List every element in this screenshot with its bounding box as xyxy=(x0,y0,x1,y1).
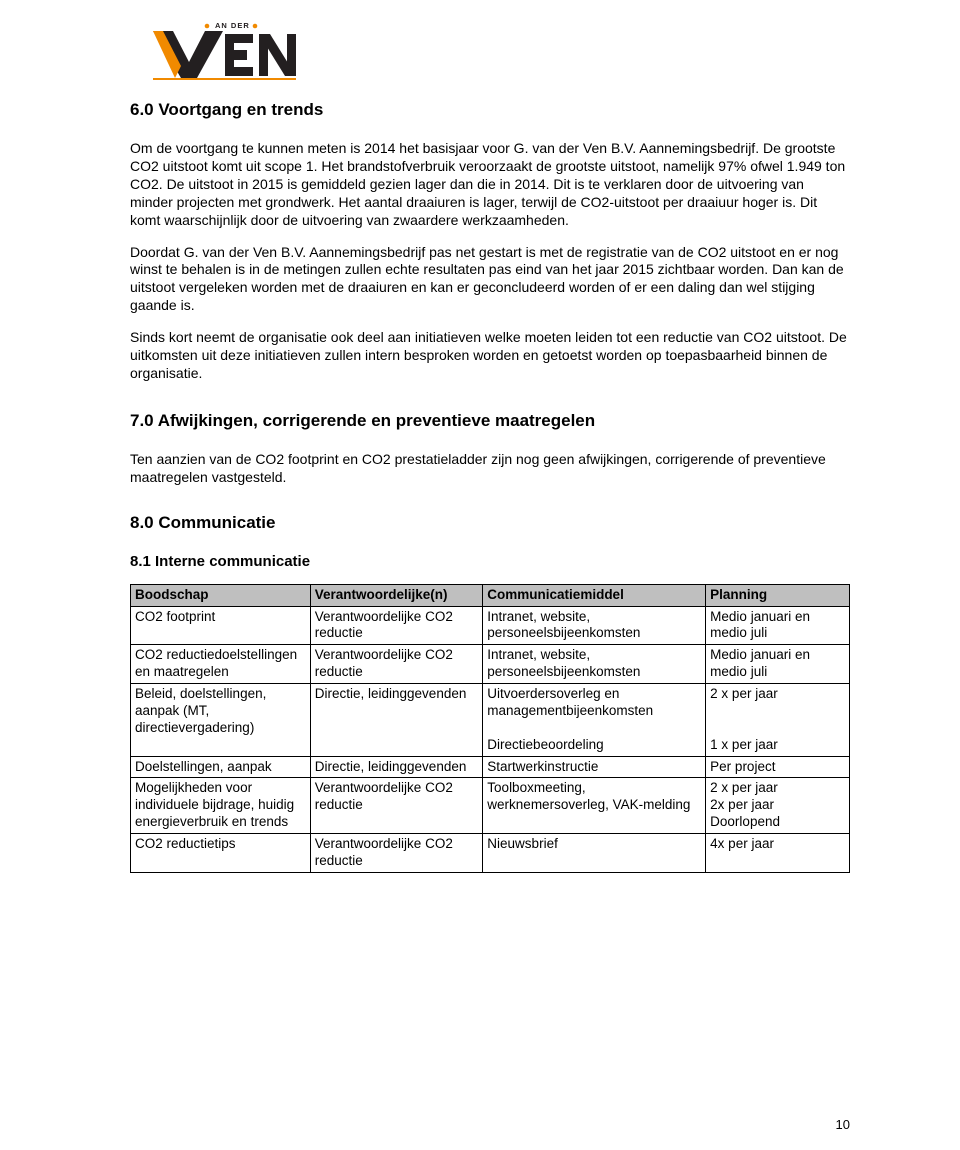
table-cell: Intranet, website, personeelsbijeenkomst… xyxy=(483,606,706,645)
table-row: CO2 reductiedoelstellingen en maatregele… xyxy=(131,645,850,684)
table-cell: Verantwoordelijke CO2 reductie xyxy=(310,606,483,645)
table-cell: 4x per jaar xyxy=(706,834,850,873)
company-logo: AN DER xyxy=(125,20,305,80)
table-cell: Nieuwsbrief xyxy=(483,834,706,873)
table-cell: Beleid, doelstellingen, aanpak (MT, dire… xyxy=(131,684,311,757)
heading-6: 6.0 Voortgang en trends xyxy=(130,100,850,120)
heading-7: 7.0 Afwijkingen, corrigerende en prevent… xyxy=(130,411,850,431)
col-communicatiemiddel: Communicatiemiddel xyxy=(483,584,706,606)
table-cell: Directie, leidinggevenden xyxy=(310,684,483,757)
para-6-2: Doordat G. van der Ven B.V. Aannemingsbe… xyxy=(130,244,850,316)
heading-8-1: 8.1 Interne communicatie xyxy=(130,553,850,570)
document-page: AN DER xyxy=(0,0,960,1150)
para-6-3: Sinds kort neemt de organisatie ook deel… xyxy=(130,329,850,383)
table-cell: Intranet, website, personeelsbijeenkomst… xyxy=(483,645,706,684)
table-cell: Toolboxmeeting, werknemersoverleg, VAK-m… xyxy=(483,778,706,834)
heading-8: 8.0 Communicatie xyxy=(130,513,850,533)
table-cell: Verantwoordelijke CO2 reductie xyxy=(310,834,483,873)
svg-text:AN DER: AN DER xyxy=(215,21,250,30)
table-cell: 2 x per jaar 1 x per jaar xyxy=(706,684,850,757)
table-row: CO2 footprintVerantwoordelijke CO2 reduc… xyxy=(131,606,850,645)
table-cell: Startwerkinstructie xyxy=(483,756,706,778)
col-verantwoordelijke: Verantwoordelijke(n) xyxy=(310,584,483,606)
table-cell: Mogelijkheden voor individuele bijdrage,… xyxy=(131,778,311,834)
para-6-1: Om de voortgang te kunnen meten is 2014 … xyxy=(130,140,850,230)
table-header-row: Boodschap Verantwoordelijke(n) Communica… xyxy=(131,584,850,606)
table-cell: Doelstellingen, aanpak xyxy=(131,756,311,778)
table-cell: Per project xyxy=(706,756,850,778)
table-row: CO2 reductietipsVerantwoordelijke CO2 re… xyxy=(131,834,850,873)
table-cell: CO2 reductietips xyxy=(131,834,311,873)
table-row: Doelstellingen, aanpakDirectie, leidingg… xyxy=(131,756,850,778)
table-cell: 2 x per jaar 2x per jaar Doorlopend xyxy=(706,778,850,834)
table-cell: Verantwoordelijke CO2 reductie xyxy=(310,778,483,834)
table-row: Beleid, doelstellingen, aanpak (MT, dire… xyxy=(131,684,850,757)
para-7-1: Ten aanzien van de CO2 footprint en CO2 … xyxy=(130,451,850,487)
col-boodschap: Boodschap xyxy=(131,584,311,606)
page-number: 10 xyxy=(836,1117,850,1132)
table-cell: Medio januari en medio juli xyxy=(706,645,850,684)
table-cell: CO2 reductiedoelstellingen en maatregele… xyxy=(131,645,311,684)
table-cell: Directie, leidinggevenden xyxy=(310,756,483,778)
table-cell: Verantwoordelijke CO2 reductie xyxy=(310,645,483,684)
table-cell: CO2 footprint xyxy=(131,606,311,645)
communication-table: Boodschap Verantwoordelijke(n) Communica… xyxy=(130,584,850,873)
table-cell: Uitvoerdersoverleg en managementbijeenko… xyxy=(483,684,706,757)
col-planning: Planning xyxy=(706,584,850,606)
table-row: Mogelijkheden voor individuele bijdrage,… xyxy=(131,778,850,834)
table-cell: Medio januari en medio juli xyxy=(706,606,850,645)
